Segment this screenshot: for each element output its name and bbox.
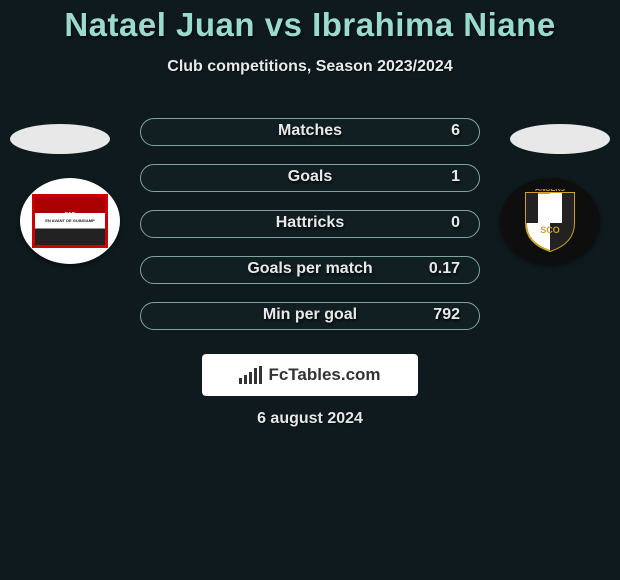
comparison-card: Natael Juan vs Ibrahima Niane Club compe…: [0, 0, 620, 580]
stat-value-right: 792: [433, 306, 460, 324]
stat-row: Goals1: [0, 164, 620, 210]
stat-value-right: 0: [451, 214, 460, 232]
stat-value-right: 6: [451, 122, 460, 140]
stat-row: Matches6: [0, 118, 620, 164]
stat-value-right: 1: [451, 168, 460, 186]
stat-row: Hattricks0: [0, 210, 620, 256]
watermark: FcTables.com: [202, 354, 418, 396]
page-title: Natael Juan vs Ibrahima Niane: [0, 0, 620, 44]
watermark-text: FcTables.com: [268, 365, 380, 385]
bar-icon-segment: [249, 372, 252, 384]
stat-row: Goals per match0.17: [0, 256, 620, 302]
stat-label: Hattricks: [0, 214, 620, 232]
stat-value-right: 0.17: [429, 260, 460, 278]
bar-icon-segment: [259, 366, 262, 384]
bar-icon-segment: [239, 378, 242, 384]
stat-row: Min per goal792: [0, 302, 620, 348]
stats-list: Matches6Goals1Hattricks0Goals per match0…: [0, 118, 620, 348]
stat-label: Matches: [0, 122, 620, 140]
subtitle: Club competitions, Season 2023/2024: [0, 58, 620, 76]
date-label: 6 august 2024: [0, 410, 620, 428]
bar-icon-segment: [254, 368, 257, 384]
chart-icon: [239, 366, 262, 384]
stat-label: Goals: [0, 168, 620, 186]
bar-icon-segment: [244, 375, 247, 384]
stat-label: Goals per match: [0, 260, 620, 278]
stat-label: Min per goal: [0, 306, 620, 324]
